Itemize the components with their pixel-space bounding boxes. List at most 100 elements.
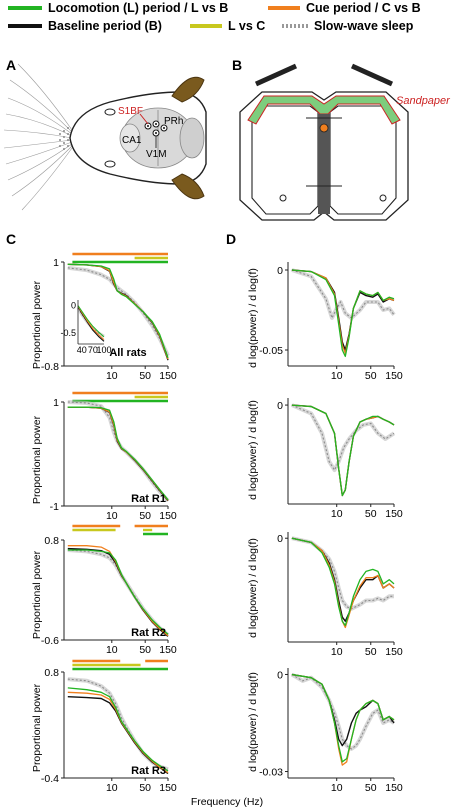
- series-locomotion: [291, 404, 395, 497]
- maze-inner: [251, 105, 397, 215]
- inset-x-tick-label: 70: [88, 345, 98, 355]
- x-tick-label: 10: [106, 370, 118, 382]
- x-tick-label: 50: [365, 646, 377, 658]
- series-locomotion: [67, 406, 169, 501]
- rat-eye: [104, 160, 116, 168]
- label-prh: PRh: [164, 116, 183, 127]
- x-tick-label: 50: [139, 370, 151, 382]
- electrode-sites: [144, 120, 168, 137]
- x-tick-label: 10: [106, 644, 118, 656]
- panel-b: B Sandpaper: [232, 57, 451, 221]
- label-ca1: CA1: [122, 135, 142, 146]
- series-locomotion: [291, 269, 395, 358]
- x-tick-label: 150: [159, 782, 177, 794]
- d2-ylabel: d log(power) / d log(f): [247, 400, 259, 500]
- reward-port: [279, 194, 287, 202]
- sandpaper-path: [247, 95, 401, 125]
- c4-ylabel: Proportional power: [31, 683, 43, 772]
- x-tick-label: 150: [159, 370, 177, 382]
- inset-x-tick-label: 100: [96, 345, 111, 355]
- series-cue: [291, 673, 395, 766]
- y-tick-label: 1: [53, 397, 59, 409]
- reward-port: [379, 194, 387, 202]
- chart-title: Rat R1: [131, 493, 166, 505]
- y-tick-label: -0.8: [41, 361, 59, 373]
- x-tick-label: 10: [331, 782, 343, 794]
- rat-eye: [104, 108, 116, 116]
- cue-bar: [254, 63, 298, 87]
- y-tick-label: 0.8: [44, 667, 59, 679]
- panel-letter-d: D: [226, 231, 236, 247]
- series-locomotion: [291, 673, 395, 763]
- c1-ylabel: Proportional power: [31, 280, 43, 369]
- inset-y-tick-label: -0.5: [60, 328, 76, 338]
- legend-label: L vs C: [228, 19, 265, 33]
- inset-x-tick-label: 40: [77, 345, 87, 355]
- label-sandpaper: Sandpaper: [396, 95, 451, 107]
- legend-label: Slow-wave sleep: [314, 19, 414, 33]
- y-tick-label: -0.6: [41, 635, 59, 647]
- panel-letter-a: A: [6, 57, 16, 73]
- rat-brain: [119, 107, 205, 169]
- x-axis-label: Frequency (Hz): [191, 796, 263, 808]
- y-tick-label: 0: [277, 533, 283, 545]
- y-tick-label: -0.05: [259, 345, 283, 357]
- series-cue: [291, 537, 395, 629]
- series-sleep: [291, 404, 395, 472]
- x-tick-label: 50: [139, 782, 151, 794]
- c3-ylabel: Proportional power: [31, 550, 43, 639]
- x-tick-label: 150: [159, 510, 177, 522]
- x-tick-label: 150: [385, 508, 403, 520]
- sleep-band: [67, 400, 170, 503]
- panel-a: A S1BF PRh CA1: [3, 57, 207, 211]
- chart-title: Rat R2: [131, 627, 166, 639]
- legend: Locomotion (L) period / L vs B Cue perio…: [8, 1, 421, 33]
- chart-c2: 10 50 150 1 -1 Rat R1: [50, 391, 177, 522]
- maze-outer: [239, 91, 409, 221]
- chart-d4: 10 50 150 0 -0.03: [259, 668, 403, 794]
- inset-y-tick-label: 0: [71, 301, 76, 311]
- chart-c4: 10 50 150 0.8 -0.4 Rat R3: [41, 659, 177, 794]
- x-tick-label: 50: [365, 508, 377, 520]
- y-tick-label: -0.4: [41, 773, 59, 785]
- y-tick-label: -1: [50, 501, 59, 513]
- y-tick-label: 0: [277, 400, 283, 412]
- chart-d1: 10 50 150 0 -0.05: [259, 262, 403, 382]
- x-tick-label: 10: [331, 370, 343, 382]
- series-locomotion: [77, 305, 105, 338]
- panel-letter-b: B: [232, 57, 242, 73]
- d3-ylabel: d log(power) / d log(f): [247, 538, 259, 638]
- series-locomotion: [67, 263, 169, 359]
- legend-item-lvc: L vs C: [190, 19, 265, 33]
- series-baseline: [67, 406, 169, 502]
- x-tick-label: 10: [106, 510, 118, 522]
- x-tick-label: 150: [159, 644, 177, 656]
- series-locomotion: [67, 687, 169, 772]
- d1-ylabel: d log(power) / d log(f): [247, 268, 259, 368]
- x-tick-label: 150: [385, 646, 403, 658]
- series-cue: [67, 545, 169, 637]
- x-tick-label: 50: [365, 370, 377, 382]
- series-cue: [67, 406, 169, 501]
- sleep-band: [290, 672, 396, 751]
- central-arm: [318, 114, 330, 214]
- c2-ylabel: Proportional power: [31, 415, 43, 504]
- legend-label: Baseline period (B): [48, 19, 162, 33]
- chart-d2: 10 50 150 0: [277, 398, 403, 520]
- series-baseline: [291, 537, 395, 622]
- legend-item-sleep: Slow-wave sleep: [282, 19, 414, 33]
- rat-ear: [171, 76, 205, 103]
- x-tick-label: 150: [385, 782, 403, 794]
- x-tick-label: 50: [139, 510, 151, 522]
- cue-light: [319, 123, 329, 133]
- x-tick-label: 150: [385, 370, 403, 382]
- series-baseline: [77, 306, 105, 342]
- legend-item-baseline: Baseline period (B): [8, 19, 162, 33]
- x-tick-label: 10: [331, 508, 343, 520]
- series-cue: [77, 305, 105, 340]
- series-baseline: [67, 547, 169, 637]
